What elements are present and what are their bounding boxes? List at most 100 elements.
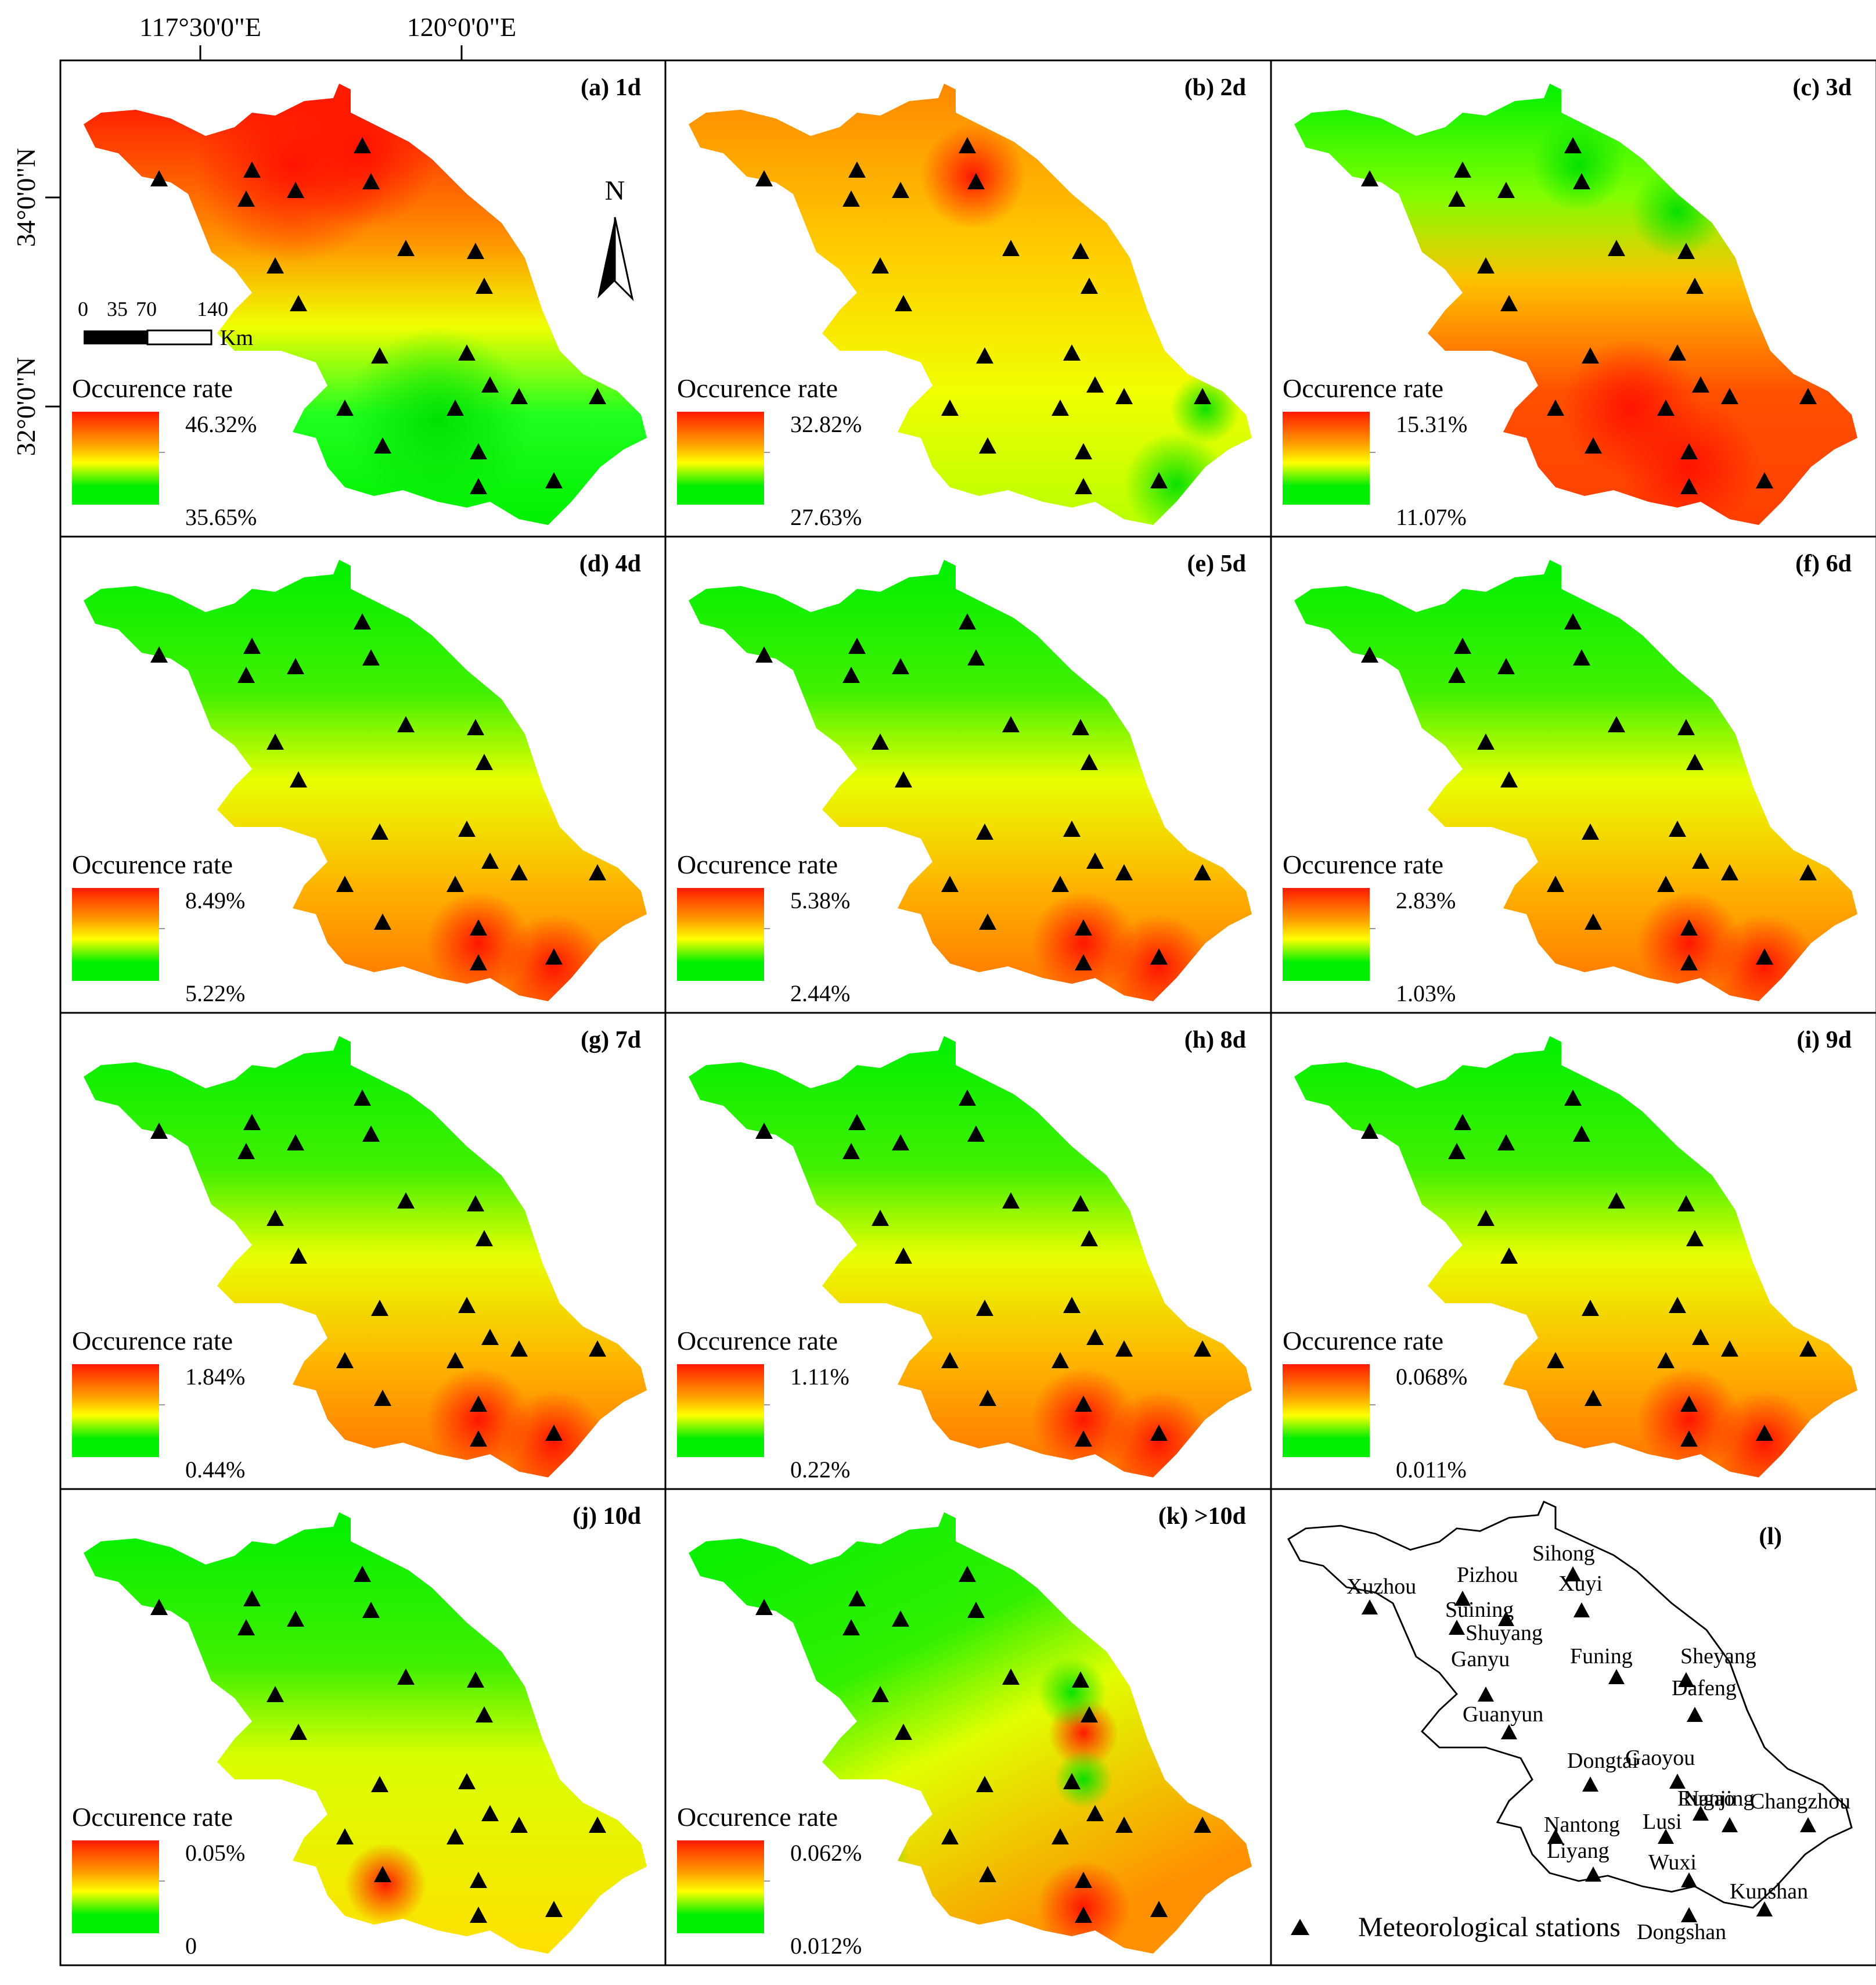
legend-max: 2.83% xyxy=(1396,887,1456,914)
legend-min: 0.012% xyxy=(790,1933,862,1959)
hotspot xyxy=(426,1367,531,1472)
station-marker xyxy=(1063,1773,1081,1789)
station-marker xyxy=(1692,376,1709,393)
legend-min: 35.65% xyxy=(185,504,257,530)
station-marker xyxy=(1573,1602,1590,1617)
station-marker xyxy=(447,876,464,892)
legend-title: Occurence rate xyxy=(72,1326,233,1355)
legend-colorbar xyxy=(72,888,159,981)
station-marker xyxy=(1361,170,1378,186)
station-marker xyxy=(374,1390,391,1406)
station-marker xyxy=(458,1773,476,1789)
station-marker xyxy=(1500,295,1518,311)
station-marker xyxy=(336,400,354,416)
station-marker xyxy=(362,1602,380,1618)
legend-max: 0.068% xyxy=(1396,1364,1467,1390)
legend-min: 0.011% xyxy=(1396,1457,1467,1483)
hotspot xyxy=(921,124,1025,229)
coolspot xyxy=(1631,165,1724,258)
panel-label: (k) >10d xyxy=(1158,1503,1246,1530)
legend-max: 32.82% xyxy=(790,411,862,437)
station-marker xyxy=(1721,388,1738,404)
station-marker xyxy=(287,182,304,198)
station-marker xyxy=(1052,1352,1069,1368)
left-axis-label: 34°0'0"N xyxy=(11,148,41,247)
station-marker xyxy=(976,824,993,840)
station-marker xyxy=(1677,243,1695,259)
hotspot xyxy=(426,891,531,995)
station-marker xyxy=(1799,864,1817,880)
station-marker xyxy=(150,646,168,663)
station-marker xyxy=(1573,173,1590,189)
station-marker xyxy=(1498,1611,1514,1626)
station-marker xyxy=(476,754,493,770)
station-marker xyxy=(458,821,476,837)
station-name: Sheyang xyxy=(1680,1644,1756,1668)
station-marker xyxy=(1075,478,1092,494)
legend-max: 5.38% xyxy=(790,887,850,914)
station-marker xyxy=(1194,864,1211,880)
legend-title: Occurence rate xyxy=(72,1802,233,1832)
station-name: Dafeng xyxy=(1672,1676,1737,1700)
legend-min: 0.44% xyxy=(185,1457,245,1483)
station-marker xyxy=(1585,914,1602,930)
legend-title: Occurence rate xyxy=(1283,850,1443,879)
station-marker xyxy=(848,1114,866,1130)
station-marker xyxy=(1677,1195,1695,1211)
station-marker xyxy=(1194,1340,1211,1357)
station-marker xyxy=(354,1089,371,1106)
station-marker xyxy=(470,1872,487,1888)
station-marker xyxy=(959,613,976,630)
station-marker xyxy=(1669,344,1686,361)
station-marker xyxy=(1678,1672,1694,1687)
panel-label: (j) 10d xyxy=(572,1503,641,1530)
station-marker xyxy=(1052,876,1069,892)
station-marker xyxy=(481,1805,499,1821)
station-marker xyxy=(589,388,606,404)
scale-tick: 35 xyxy=(107,297,128,321)
station-marker xyxy=(362,1125,380,1142)
station-marker xyxy=(336,1828,354,1844)
station-marker xyxy=(290,771,307,787)
station-marker xyxy=(967,649,985,666)
station-marker xyxy=(362,173,380,189)
scale-unit: Km xyxy=(220,326,253,350)
station-marker xyxy=(967,1125,985,1142)
legend-max: 15.31% xyxy=(1396,411,1467,437)
station-marker xyxy=(1150,948,1168,965)
station-marker xyxy=(976,1776,993,1792)
station-marker xyxy=(755,1123,773,1139)
station-marker xyxy=(1547,1829,1564,1844)
station-marker xyxy=(510,864,528,880)
map-panel: (h) 8d Occurence rate 1.11% 0.22% xyxy=(664,1012,1272,1490)
station-marker xyxy=(1686,278,1704,294)
station-marker xyxy=(150,1599,168,1615)
legend-max: 46.32% xyxy=(185,411,257,437)
station-marker xyxy=(374,914,391,930)
station-marker xyxy=(1547,876,1564,892)
panel-label: (l) xyxy=(1759,1523,1782,1550)
station-marker xyxy=(481,376,499,393)
station-marker xyxy=(1585,1390,1602,1406)
station-marker xyxy=(1075,954,1092,970)
hotspot xyxy=(1031,891,1136,995)
panel-label: (b) 2d xyxy=(1184,74,1246,101)
station-marker xyxy=(354,613,371,630)
station-marker xyxy=(371,824,388,840)
coolspot xyxy=(1124,432,1229,525)
map-panel: (c) 3d Occurence rate 15.31% 11.07% xyxy=(1270,59,1876,538)
station-marker xyxy=(290,295,307,311)
station-marker xyxy=(589,1817,606,1833)
station-name: Dongshan xyxy=(1637,1920,1726,1944)
legend-max: 1.84% xyxy=(185,1364,245,1390)
scale-bar: 0 35 70 140 Km xyxy=(78,297,253,350)
station-marker xyxy=(397,1192,415,1209)
station-marker xyxy=(267,1686,284,1702)
coolspot xyxy=(345,328,531,513)
legend-max: 8.49% xyxy=(185,887,245,914)
station-marker xyxy=(1756,472,1773,488)
station-marker xyxy=(1582,824,1599,840)
station-marker xyxy=(1608,1192,1625,1209)
station-marker xyxy=(1681,1872,1697,1887)
station-name: Changzhou xyxy=(1750,1789,1850,1814)
